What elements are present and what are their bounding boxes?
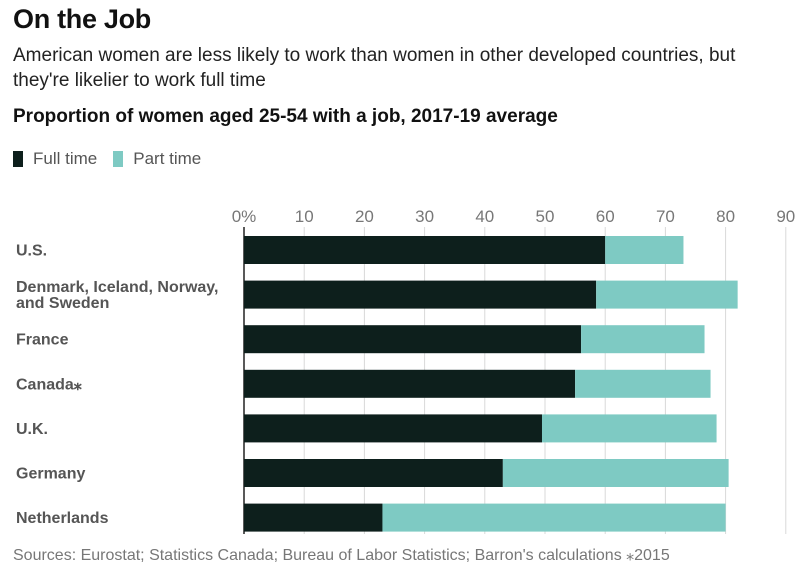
bar-part-time <box>596 280 738 309</box>
legend-swatch-part-time <box>113 151 124 167</box>
bar-part-time <box>382 503 726 532</box>
bar-part-time <box>605 236 684 264</box>
bar-part-time <box>581 325 705 354</box>
bar-part-time <box>575 369 711 398</box>
x-tick-label: 70 <box>656 207 675 226</box>
category-label: and Sweden <box>16 295 109 312</box>
bar-part-time <box>541 414 717 443</box>
x-tick-label: 80 <box>716 207 735 226</box>
bar-full-time <box>244 369 576 398</box>
legend-item-full-time: Full time <box>13 149 97 169</box>
legend-label-part-time: Part time <box>133 149 202 168</box>
legend-swatch-full-time <box>13 151 23 167</box>
legend: Full time Part time <box>13 149 217 169</box>
category-label: Netherlands <box>16 510 109 527</box>
page-title: On the Job <box>13 4 151 34</box>
bar-full-time <box>244 325 582 354</box>
bar-full-time <box>244 414 542 443</box>
category-label: France <box>16 332 69 349</box>
x-tick-label: 90 <box>776 207 795 226</box>
x-tick-label: 60 <box>596 207 615 226</box>
x-tick-label: 50 <box>536 207 555 226</box>
bar-part-time <box>502 459 729 487</box>
bar-full-time <box>244 236 606 264</box>
category-label: Canada⁎ <box>16 376 82 393</box>
category-label: Denmark, Iceland, Norway, <box>16 279 218 296</box>
source-note: Sources: Eurostat; Statistics Canada; Bu… <box>13 547 670 564</box>
x-tick-label: 0% <box>232 207 257 226</box>
x-tick-label: 40 <box>475 207 494 226</box>
x-tick-label: 30 <box>415 207 434 226</box>
legend-item-part-time: Part time <box>113 149 201 169</box>
bar-full-time <box>244 280 597 309</box>
chart-title: Proportion of women aged 25-54 with a jo… <box>13 106 558 127</box>
category-label: U.K. <box>16 421 48 438</box>
x-tick-label: 20 <box>355 207 374 226</box>
x-tick-label: 10 <box>295 207 314 226</box>
bar-full-time <box>244 459 503 487</box>
bar-full-time <box>244 503 383 532</box>
category-label: U.S. <box>16 243 47 260</box>
page-subtitle: American women are less likely to work t… <box>13 45 736 91</box>
category-label: Germany <box>16 466 85 483</box>
legend-label-full-time: Full time <box>33 149 98 168</box>
